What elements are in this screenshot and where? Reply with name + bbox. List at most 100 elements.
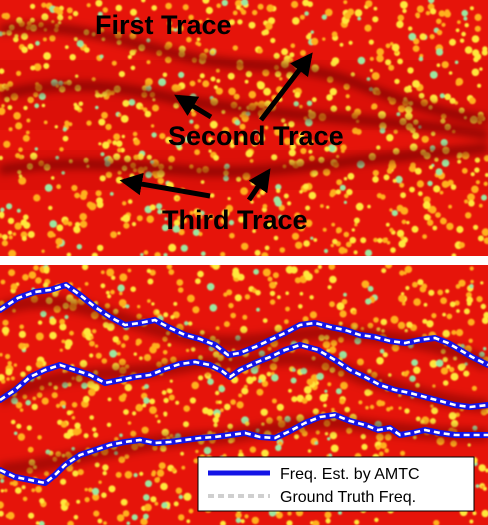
speckle	[413, 366, 421, 374]
speckle	[229, 143, 235, 149]
speckle	[44, 184, 53, 192]
speckle	[277, 295, 281, 300]
speckle	[308, 149, 313, 154]
speckle	[170, 27, 175, 32]
speckle	[51, 20, 55, 24]
speckle	[394, 78, 400, 85]
speckle	[272, 272, 279, 279]
speckle	[450, 184, 457, 190]
speckle	[330, 105, 338, 112]
speckle	[121, 499, 127, 506]
speckle	[193, 458, 199, 464]
speckle	[191, 111, 197, 117]
speckle	[475, 180, 480, 185]
speckle	[457, 20, 461, 24]
speckle	[190, 347, 196, 352]
speckle	[92, 493, 100, 501]
speckle	[206, 18, 210, 22]
speckle	[344, 406, 351, 413]
speckle	[119, 433, 123, 438]
speckle	[336, 302, 345, 311]
speckle	[151, 302, 155, 306]
speckle	[417, 279, 424, 286]
speckle	[49, 331, 57, 340]
speckle	[403, 271, 407, 275]
speckle	[218, 400, 222, 404]
speckle	[110, 289, 115, 295]
speckle	[361, 280, 370, 289]
speckle	[143, 397, 150, 404]
speckle	[472, 511, 477, 516]
speckle	[26, 425, 32, 431]
speckle	[194, 211, 202, 218]
speckle	[189, 80, 196, 87]
speckle	[102, 141, 110, 149]
speckle	[321, 14, 327, 20]
speckle	[223, 321, 230, 328]
speckle	[404, 408, 410, 414]
speckle	[331, 222, 336, 227]
speckle	[372, 16, 379, 23]
speckle	[163, 412, 168, 417]
speckle	[388, 373, 392, 377]
speckle	[189, 119, 194, 124]
speckle	[273, 235, 279, 241]
speckle	[187, 294, 195, 303]
speckle	[303, 386, 312, 394]
speckle	[323, 403, 327, 408]
speckle	[287, 201, 292, 206]
speckle	[310, 30, 314, 34]
speckle	[72, 428, 81, 436]
speckle	[214, 412, 221, 419]
speckle	[132, 131, 138, 137]
speckle	[67, 520, 74, 525]
speckle	[442, 312, 446, 317]
speckle	[97, 11, 103, 17]
speckle	[43, 266, 50, 272]
speckle	[102, 7, 109, 13]
speckle	[264, 245, 270, 251]
speckle	[390, 247, 396, 253]
speckle	[446, 313, 453, 320]
speckle	[113, 133, 121, 141]
speckle	[12, 232, 17, 236]
speckle	[198, 375, 204, 381]
speckle	[118, 358, 126, 366]
speckle	[91, 252, 98, 256]
speckle	[382, 352, 388, 358]
speckle	[228, 219, 235, 226]
speckle	[317, 265, 322, 269]
second-trace-left-arrow-icon	[174, 94, 213, 120]
speckle	[154, 252, 161, 256]
third-trace-left-arrow-icon	[119, 173, 211, 199]
speckle	[127, 268, 132, 273]
speckle	[304, 219, 313, 228]
speckle	[346, 430, 351, 434]
speckle	[248, 90, 257, 99]
speckle	[79, 220, 88, 228]
speckle	[213, 423, 218, 428]
speckle	[365, 405, 369, 410]
speckle	[88, 388, 96, 397]
speckle	[213, 154, 220, 161]
speckle	[386, 168, 393, 174]
speckle	[18, 154, 24, 160]
speckle	[188, 321, 193, 326]
speckle	[31, 488, 36, 493]
speckle	[295, 137, 304, 146]
speckle	[69, 330, 74, 336]
speckle	[341, 298, 348, 305]
speckle	[440, 118, 446, 124]
speckle	[281, 118, 286, 123]
speckle	[331, 31, 338, 38]
speckle	[117, 170, 122, 175]
speckle	[198, 19, 203, 24]
speckle	[23, 221, 31, 229]
speckle	[99, 54, 104, 59]
speckle	[291, 396, 298, 403]
speckle	[115, 176, 123, 184]
speckle	[274, 128, 282, 136]
speckle	[380, 318, 388, 326]
speckle	[471, 185, 479, 194]
speckle	[178, 71, 185, 78]
